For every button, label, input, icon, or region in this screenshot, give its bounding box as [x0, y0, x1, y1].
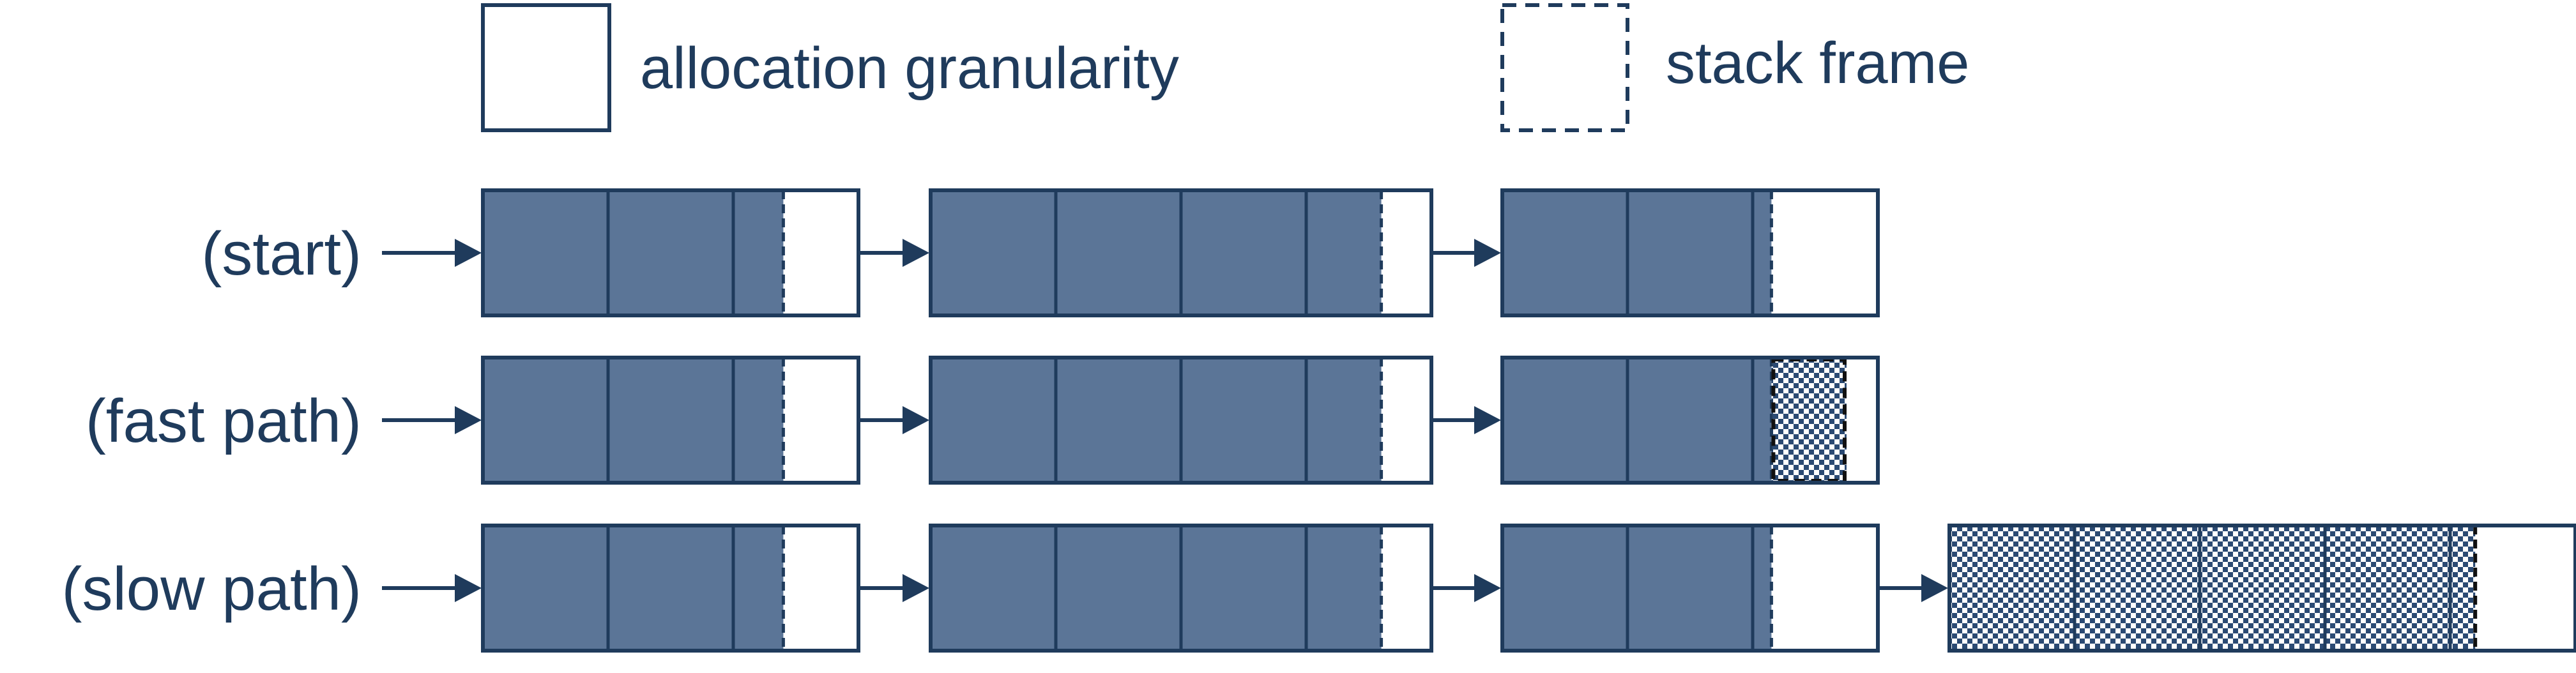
- chunk-row-3: [382, 524, 2576, 653]
- legend-allocation-box: [481, 3, 611, 132]
- arrow-head: [1474, 406, 1501, 434]
- legend: allocation granularity stack frame: [481, 3, 1969, 132]
- used-region: [483, 190, 784, 315]
- arrow-head: [455, 406, 482, 434]
- stack-frame: [1949, 526, 2476, 651]
- used-region: [1502, 526, 1772, 651]
- arrow-head: [1921, 574, 1948, 602]
- arrow-head: [903, 406, 929, 434]
- used-region: [931, 358, 1382, 483]
- row-label-slow-path: (slow path): [62, 555, 362, 623]
- chunk-row-2: [382, 356, 1880, 485]
- chunk-border: [1500, 188, 1880, 317]
- arrow-head: [903, 239, 929, 267]
- arrow-head: [455, 239, 482, 267]
- used-region: [931, 526, 1382, 651]
- used-region: [483, 358, 784, 483]
- chunk-row-1: [382, 188, 1880, 317]
- arrow-head: [1474, 239, 1501, 267]
- used-region: [1502, 190, 1772, 315]
- legend-stack-frame-label: stack frame: [1666, 31, 1969, 96]
- chunk-border: [1947, 524, 2576, 653]
- row-label-fast-path: (fast path): [86, 387, 362, 455]
- legend-allocation-label: allocation granularity: [640, 36, 1179, 101]
- arrow-head: [455, 574, 482, 602]
- chunk-border: [1500, 356, 1880, 485]
- used-region: [1502, 358, 1772, 483]
- used-region: [931, 190, 1382, 315]
- used-region: [483, 526, 784, 651]
- chunk-rows: [382, 188, 2576, 653]
- stack-frame: [1771, 358, 1847, 483]
- arrow-head: [1474, 574, 1501, 602]
- arrow-head: [903, 574, 929, 602]
- legend-stack-frame-box: [1500, 3, 1629, 132]
- row-label-start: (start): [201, 220, 362, 288]
